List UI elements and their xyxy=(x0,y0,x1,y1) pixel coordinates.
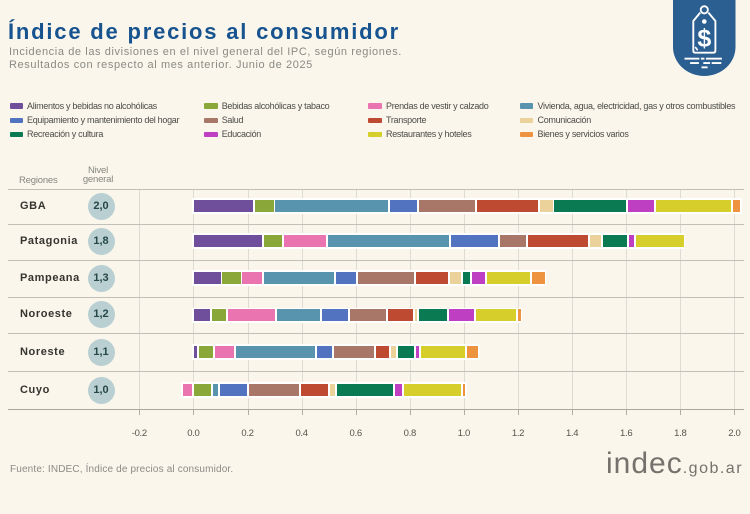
svg-text:$: $ xyxy=(697,25,711,53)
